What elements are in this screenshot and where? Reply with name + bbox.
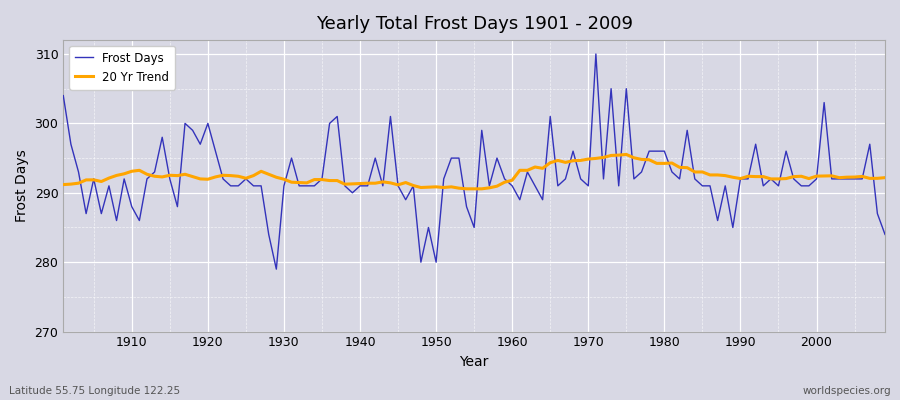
Frost Days — [119, 176, 130, 181]
Frost Days — [515, 197, 526, 202]
20 Yr Trend — [119, 171, 130, 176]
Y-axis label: Frost Days: Frost Days — [15, 150, 29, 222]
Line: Frost Days: Frost Days — [63, 54, 885, 269]
X-axis label: Year: Year — [460, 355, 489, 369]
20 Yr Trend — [286, 180, 297, 185]
Frost Days — [613, 184, 624, 188]
20 Yr Trend — [507, 178, 517, 183]
Legend: Frost Days, 20 Yr Trend: Frost Days, 20 Yr Trend — [69, 46, 176, 90]
20 Yr Trend — [879, 175, 890, 180]
20 Yr Trend — [332, 178, 343, 183]
20 Yr Trend — [606, 153, 616, 158]
Frost Days — [590, 52, 601, 56]
Frost Days — [58, 93, 68, 98]
Frost Days — [293, 184, 304, 188]
Frost Days — [507, 184, 517, 188]
20 Yr Trend — [621, 152, 632, 157]
Frost Days — [339, 184, 350, 188]
Line: 20 Yr Trend: 20 Yr Trend — [63, 154, 885, 189]
Text: Latitude 55.75 Longitude 122.25: Latitude 55.75 Longitude 122.25 — [9, 386, 180, 396]
20 Yr Trend — [58, 182, 68, 187]
Frost Days — [879, 232, 890, 237]
Frost Days — [271, 267, 282, 272]
20 Yr Trend — [461, 186, 472, 191]
Text: worldspecies.org: worldspecies.org — [803, 386, 891, 396]
Title: Yearly Total Frost Days 1901 - 2009: Yearly Total Frost Days 1901 - 2009 — [316, 15, 633, 33]
20 Yr Trend — [515, 168, 526, 173]
